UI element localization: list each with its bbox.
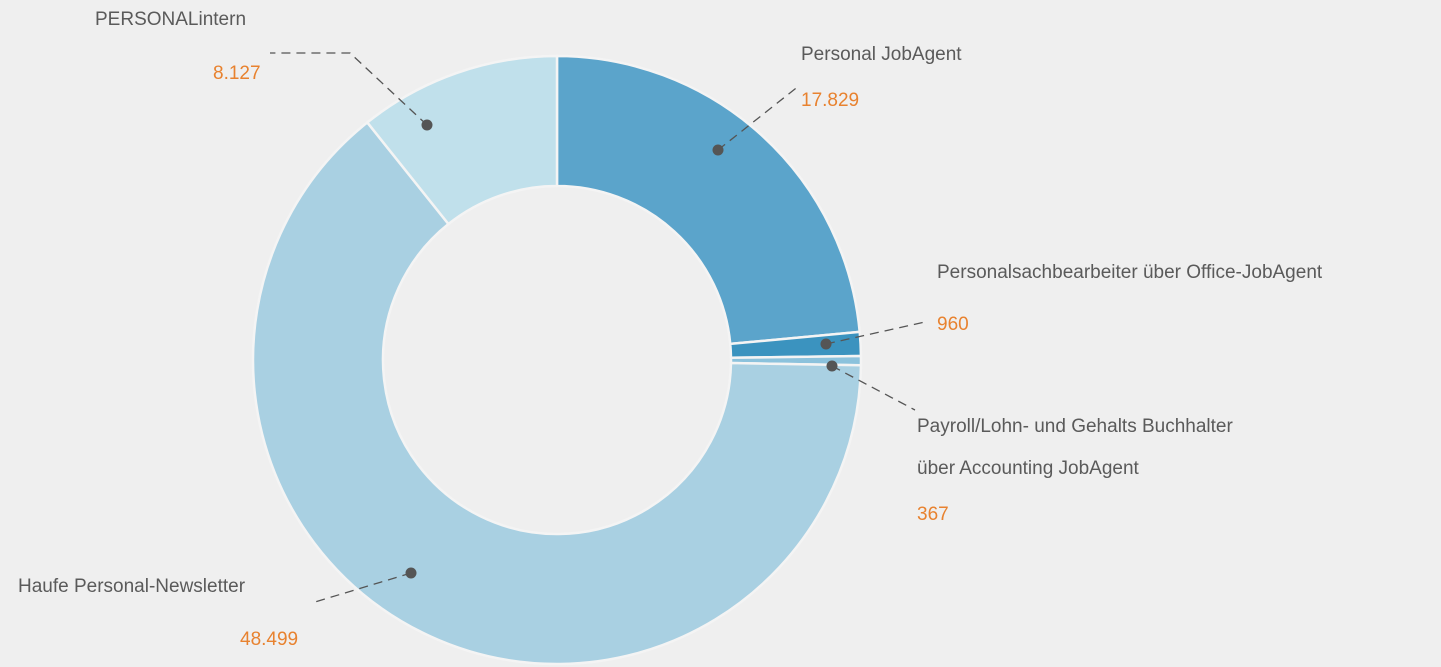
donut-slice <box>555 54 862 346</box>
leader-line <box>831 365 916 411</box>
value-label: 48.499 <box>240 629 298 650</box>
slice-label: Personal JobAgent <box>801 44 962 65</box>
value-label: 367 <box>917 504 949 525</box>
label-dot <box>421 119 433 131</box>
value-label: 17.829 <box>801 90 859 111</box>
donut-slice <box>251 120 863 666</box>
value-label: 960 <box>937 314 969 335</box>
slice-label: PERSONALintern <box>95 9 246 30</box>
label-dot <box>405 567 417 579</box>
label-dot <box>712 144 724 156</box>
donut-slice <box>365 54 559 226</box>
slice-label: Personalsachbearbeiter über Office-JobAg… <box>937 262 1323 283</box>
leader-line <box>825 321 926 345</box>
leader-line <box>314 572 412 603</box>
leader-line <box>270 52 428 126</box>
value-label: 8.127 <box>213 63 261 84</box>
leader-line <box>717 84 801 151</box>
slice-label: Haufe Personal-Newsletter <box>18 576 246 597</box>
slice-label: Payroll/Lohn- und Gehalts Buchhalter über… <box>917 416 1233 479</box>
label-dot <box>826 360 838 372</box>
label-dot <box>820 338 832 350</box>
